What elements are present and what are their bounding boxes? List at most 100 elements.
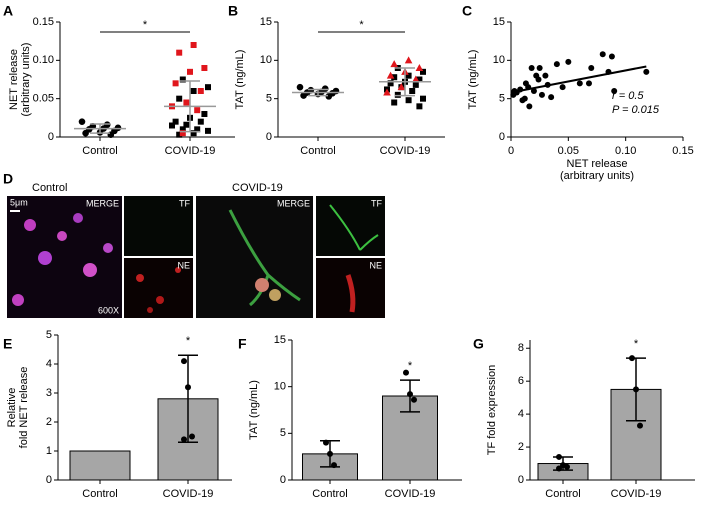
image-merge bbox=[7, 196, 122, 318]
x-tick-label: 0.05 bbox=[558, 145, 579, 157]
y-tick-label: 8 bbox=[518, 342, 524, 354]
point bbox=[588, 65, 595, 71]
point bbox=[420, 95, 426, 102]
point bbox=[179, 76, 186, 83]
point bbox=[181, 436, 187, 443]
panel-letter: F bbox=[238, 336, 247, 352]
significance-star: * bbox=[359, 19, 364, 31]
x-tick-label: 0 bbox=[508, 145, 514, 157]
panel-letter: G bbox=[473, 336, 484, 352]
image-label: MERGE bbox=[86, 198, 119, 208]
point bbox=[179, 130, 186, 137]
point bbox=[565, 58, 572, 65]
point bbox=[585, 80, 592, 87]
bar bbox=[69, 450, 131, 481]
point bbox=[181, 358, 187, 365]
point bbox=[629, 355, 635, 362]
significance-star: * bbox=[186, 335, 191, 347]
point bbox=[416, 76, 423, 83]
y-axis-label: (arbitrary units) bbox=[20, 43, 32, 117]
point bbox=[183, 121, 190, 128]
point bbox=[296, 83, 304, 91]
point bbox=[535, 76, 542, 83]
cell bbox=[83, 263, 97, 277]
image-label: 600X bbox=[98, 305, 119, 315]
point bbox=[169, 122, 175, 129]
point bbox=[407, 391, 413, 398]
point bbox=[633, 386, 639, 393]
y-tick-label: 5 bbox=[499, 93, 505, 105]
point bbox=[404, 56, 413, 64]
point bbox=[189, 433, 195, 440]
x-tick-label: COVID-19 bbox=[163, 488, 214, 500]
cell bbox=[136, 274, 144, 282]
cell bbox=[255, 278, 269, 292]
point bbox=[411, 396, 417, 403]
image-label: TF bbox=[179, 198, 190, 208]
point bbox=[323, 439, 329, 446]
x-tick-label: Control bbox=[312, 488, 347, 500]
x-tick-label: Control bbox=[82, 145, 117, 157]
y-tick-label: 15 bbox=[274, 334, 286, 346]
point bbox=[197, 118, 204, 125]
image-tf bbox=[124, 196, 193, 256]
point bbox=[201, 65, 208, 71]
point bbox=[107, 131, 115, 138]
x-tick-label: COVID-19 bbox=[380, 145, 431, 157]
point bbox=[194, 107, 201, 114]
panel-letter: D bbox=[3, 171, 13, 187]
cell bbox=[147, 307, 153, 313]
point bbox=[526, 103, 533, 110]
cell bbox=[156, 296, 164, 304]
point bbox=[391, 99, 398, 106]
point bbox=[599, 51, 606, 58]
y-tick-label: 3 bbox=[46, 387, 52, 399]
fit-line bbox=[510, 65, 647, 94]
image-label: NE bbox=[369, 260, 382, 270]
point bbox=[412, 75, 420, 83]
y-tick-label: 0 bbox=[499, 131, 505, 143]
cell bbox=[103, 243, 113, 253]
point bbox=[556, 465, 562, 472]
point bbox=[185, 384, 191, 391]
point bbox=[172, 80, 179, 87]
point bbox=[190, 88, 197, 94]
x-tick-label: 0.10 bbox=[615, 145, 636, 157]
y-tick-label: 5 bbox=[266, 93, 272, 105]
image-tf bbox=[316, 196, 385, 256]
scale-label: 5μm bbox=[10, 197, 28, 207]
y-tick-label: 0.10 bbox=[33, 54, 54, 66]
image-label: MERGE bbox=[277, 198, 310, 208]
y-tick-label: 0 bbox=[46, 474, 52, 486]
x-tick-label: Control bbox=[82, 488, 117, 500]
y-tick-label: 10 bbox=[260, 54, 272, 66]
image-title: Control bbox=[32, 182, 67, 194]
point bbox=[327, 450, 333, 457]
point bbox=[387, 80, 394, 87]
point bbox=[190, 42, 197, 48]
point bbox=[383, 88, 391, 96]
cell bbox=[269, 289, 281, 301]
point bbox=[325, 93, 333, 100]
y-tick-label: 4 bbox=[518, 408, 524, 420]
y-tick-label: 0.15 bbox=[33, 16, 54, 28]
point bbox=[176, 95, 183, 102]
point bbox=[205, 84, 211, 91]
point bbox=[331, 462, 337, 469]
y-axis-label: NET release bbox=[8, 49, 20, 110]
cell bbox=[57, 231, 67, 241]
point bbox=[576, 80, 583, 87]
point bbox=[391, 74, 398, 81]
y-tick-label: 15 bbox=[493, 16, 505, 28]
image-ne bbox=[124, 258, 193, 318]
point bbox=[564, 463, 570, 470]
y-axis-label: TAT (ng/mL) bbox=[248, 380, 260, 440]
cell bbox=[12, 294, 24, 306]
y-axis-label: TAT (ng/mL) bbox=[467, 50, 479, 110]
x-tick-label: Control bbox=[300, 145, 335, 157]
y-tick-label: 0 bbox=[280, 474, 286, 486]
image-label: NE bbox=[177, 260, 190, 270]
image-group: 5μm MERGE TF NE 600X MERGE TF NE bbox=[7, 196, 385, 318]
point bbox=[183, 99, 190, 106]
